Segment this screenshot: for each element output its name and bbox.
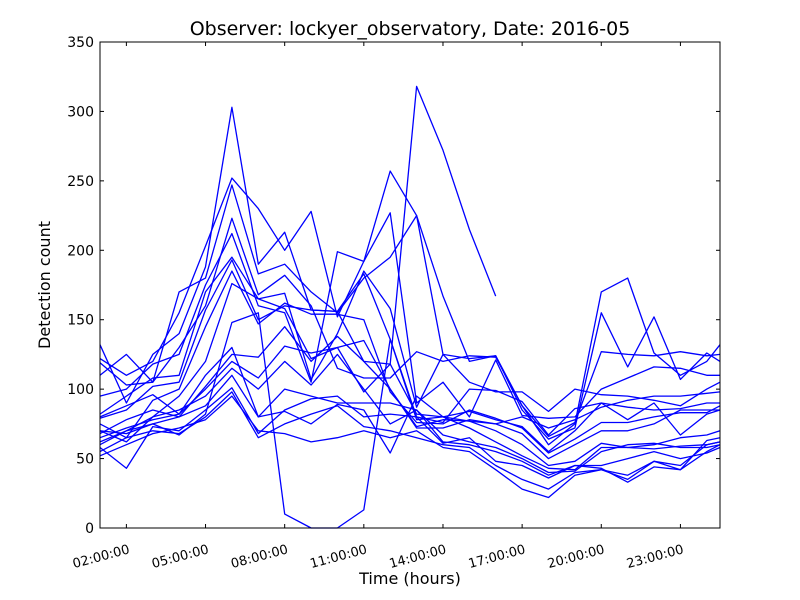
series-line-16 <box>99 395 721 499</box>
x-tick-label: 14:00:00 <box>388 542 448 572</box>
y-tick-label: 250 <box>67 174 94 190</box>
y-tick-label: 100 <box>67 382 94 398</box>
plot-frame <box>99 41 721 529</box>
series-line-13 <box>99 374 721 476</box>
y-tick-label: 350 <box>67 35 94 51</box>
series-layer <box>99 85 721 529</box>
series-line-1 <box>99 85 497 404</box>
y-tick-label: 200 <box>67 243 94 259</box>
x-tick-label: 17:00:00 <box>467 542 527 572</box>
x-axis-label: Time (hours) <box>358 569 461 588</box>
series-line-15 <box>99 391 721 490</box>
series-line-8 <box>99 270 721 454</box>
chart-title: Observer: lockyer_observatory, Date: 201… <box>190 18 631 40</box>
y-tick-label: 50 <box>76 452 94 468</box>
series-line-4 <box>99 217 721 438</box>
y-tick-label: 0 <box>85 521 94 537</box>
series-line-17 <box>99 312 721 529</box>
x-tick-label: 20:00:00 <box>546 542 606 572</box>
series-line-6 <box>99 256 721 415</box>
x-tick-label: 02:00:00 <box>71 542 131 572</box>
x-tick-label: 23:00:00 <box>625 542 685 572</box>
series-line-3 <box>99 184 721 440</box>
series-line-2 <box>99 170 721 446</box>
ticks-layer: 0 50 100 150 200 250 300 350 02:00:00 05:00:00 08:… <box>67 35 720 572</box>
series-line-12 <box>99 353 721 474</box>
series-line-9 <box>99 282 720 460</box>
series-line-11 <box>99 345 721 471</box>
series-line-18 <box>99 346 721 454</box>
series-line-5 <box>99 212 720 419</box>
x-tick-label: 11:00:00 <box>309 542 369 572</box>
y-tick-label: 300 <box>67 104 94 120</box>
x-tick-label: 05:00:00 <box>150 542 210 572</box>
series-line-14 <box>99 387 721 483</box>
y-axis-label: Detection count <box>35 221 54 349</box>
x-tick-label: 08:00:00 <box>229 542 289 572</box>
y-tick-label: 150 <box>67 313 94 329</box>
